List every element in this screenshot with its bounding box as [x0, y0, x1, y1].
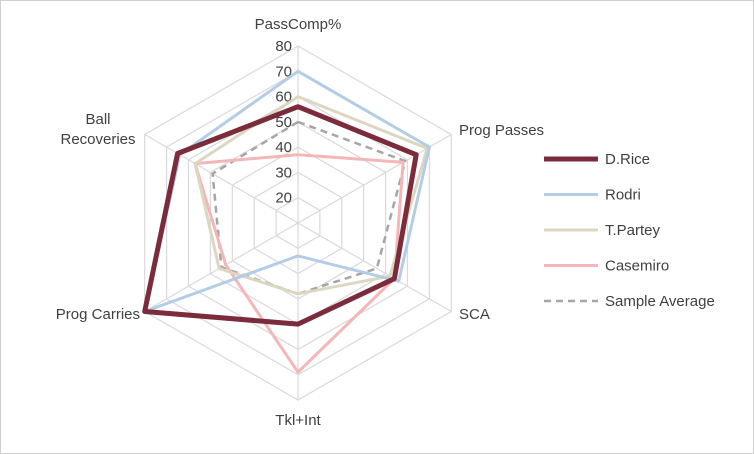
axis-label-prog-passes: Prog Passes	[459, 122, 544, 139]
legend-label: D.Rice	[605, 151, 650, 168]
axis-labels: PassComp% Prog Passes SCA Tkl+Int Prog Carri…	[56, 16, 544, 429]
axis-label-prog-carries: Prog Carries	[56, 306, 140, 323]
legend-label: Casemiro	[605, 258, 669, 275]
tick-label-20: 20	[275, 190, 292, 207]
series-d-rice	[142, 104, 419, 327]
axis-label-line: Prog Passes	[459, 122, 544, 139]
legend-item-casemiro: Casemiro	[544, 258, 669, 275]
axis-label-line: Recoveries	[60, 131, 135, 148]
series-layer	[142, 69, 431, 374]
legend-item-t-partey: T.Partey	[544, 222, 661, 239]
tick-label-80: 80	[275, 38, 292, 55]
legend-item-d-rice: D.Rice	[544, 151, 650, 168]
axis-label-line: SCA	[459, 306, 490, 323]
tick-label-40: 40	[275, 139, 292, 156]
series-sample-average	[211, 120, 407, 296]
legend-item-rodri: Rodri	[544, 187, 641, 204]
tick-label-70: 70	[275, 63, 292, 80]
axis-label-line: Tkl+Int	[275, 412, 321, 429]
tick-label-30: 30	[275, 164, 292, 181]
series-casemiro	[193, 153, 405, 374]
axis-label-ball-recoveries: Ball Recoveries	[60, 111, 135, 148]
series-t-partey	[193, 95, 429, 296]
axis-label-line: PassComp%	[255, 16, 342, 33]
tick-labels: 20 30 40 50 60 70 80	[275, 38, 292, 207]
legend-label: Sample Average	[605, 293, 715, 310]
spoke-ball-recoveries	[144, 133, 299, 224]
axis-label-tkl-int: Tkl+Int	[275, 412, 321, 429]
legend: D.Rice Rodri T.Partey Casemiro Sample Averag…	[544, 151, 715, 310]
tick-label-50: 50	[275, 114, 292, 131]
legend-item-sample-average: Sample Average	[544, 293, 715, 310]
legend-label: Rodri	[605, 187, 641, 204]
spoke-sca	[297, 222, 452, 313]
axis-label-line: Prog Carries	[56, 306, 140, 323]
axis-label-line: Ball	[85, 111, 110, 128]
axis-label-passcomp: PassComp%	[255, 16, 342, 33]
tick-label-60: 60	[275, 89, 292, 106]
axis-label-sca: SCA	[459, 306, 490, 323]
legend-label: T.Partey	[605, 222, 661, 239]
